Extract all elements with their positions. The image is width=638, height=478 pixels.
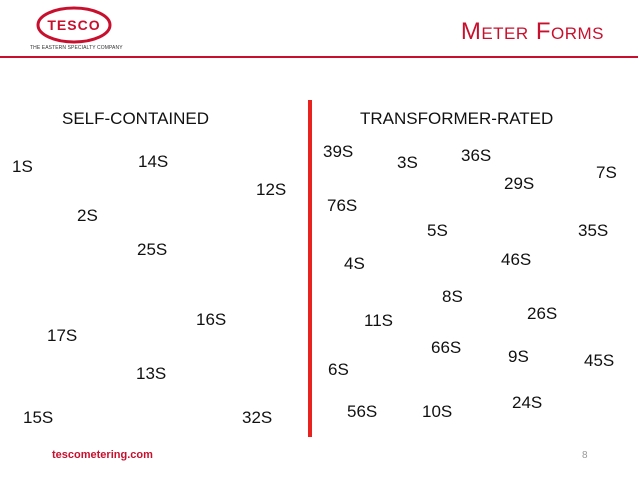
form-label: 5S [427,221,448,240]
form-label: 16S [196,310,227,329]
form-label: 8S [442,287,463,306]
form-label: 17S [47,326,78,345]
title-rule [0,56,638,58]
form-label: 12S [256,180,287,199]
form-label: 1S [12,157,33,176]
transformer-rated-heading: TRANSFORMER-RATED [360,109,554,128]
form-label: 26S [527,304,558,323]
form-label: 3S [397,153,418,172]
form-label: 4S [344,254,365,273]
form-label: 25S [137,240,168,259]
form-label: 35S [578,221,609,240]
form-label: 24S [512,393,543,412]
form-label: 9S [508,347,529,366]
slide-title: Meter Forms [460,18,604,45]
form-label: 45S [584,351,615,370]
footer-website: tescometering.com [52,449,153,461]
form-label: 46S [501,250,532,269]
form-label: 2S [77,206,98,225]
logo-wordmark: TESCO [47,17,100,33]
form-label: 39S [323,142,354,161]
logo-tagline: THE EASTERN SPECIALTY COMPANY [30,45,123,51]
tesco-logo-icon: TESCO [36,6,112,44]
form-label: 6S [328,360,349,379]
form-label: 11S [364,311,393,330]
column-divider [308,100,312,437]
form-label: 56S [347,402,378,421]
form-label: 13S [136,364,167,383]
form-label: 7S [596,163,617,182]
self-contained-heading: SELF-CONTAINED [62,109,210,128]
form-label: 29S [504,174,535,193]
form-label: 36S [461,146,492,165]
form-label: 66S [431,338,462,357]
form-label: 32S [242,408,273,427]
form-label: 76S [327,196,358,215]
form-label: 15S [23,408,54,427]
form-label: 14S [138,152,169,171]
page-number: 8 [582,450,588,461]
form-label: 10S [422,402,453,421]
tesco-logo: TESCO THE EASTERN SPECIALTY COMPANY [30,6,123,52]
